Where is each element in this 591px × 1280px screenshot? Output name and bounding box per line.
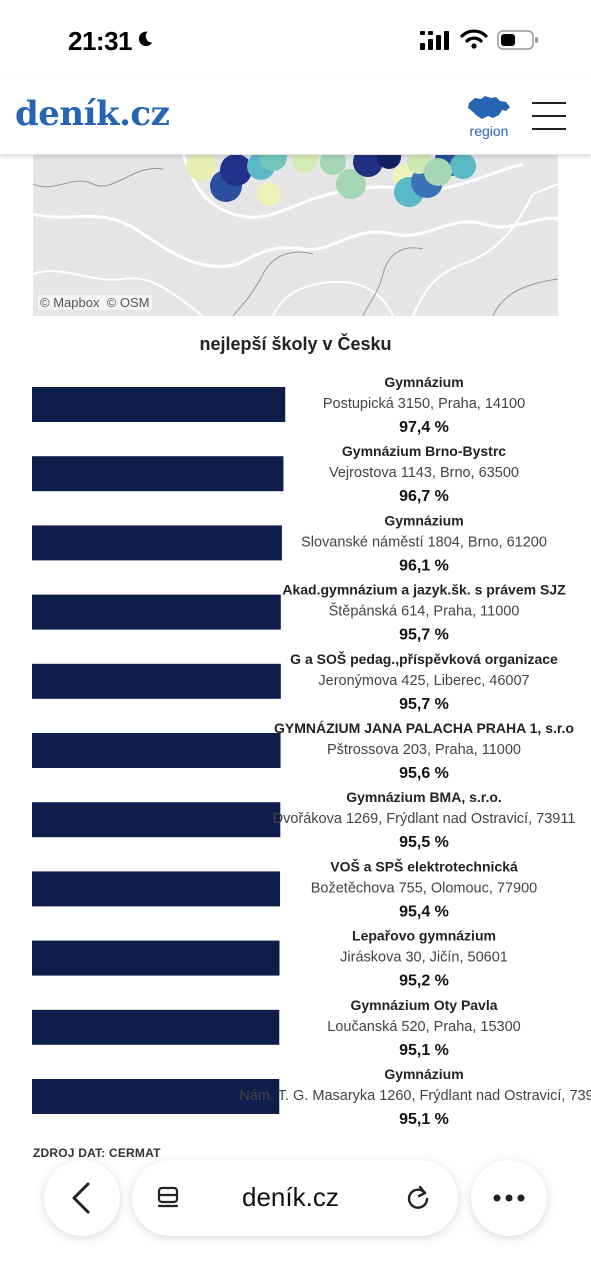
- clock: 21:31: [68, 26, 133, 56]
- school-address-label: Štěpánská 614, Praha, 11000: [329, 603, 520, 620]
- menu-line: [532, 102, 566, 104]
- value-label: 95,1 %: [399, 1111, 449, 1128]
- site-logo[interactable]: deník.cz: [15, 94, 170, 134]
- map-canvas: [33, 154, 558, 316]
- school-name-label: Lepařovo gymnázium: [352, 928, 496, 944]
- cellular-signal-icon: [420, 31, 449, 50]
- bar-8[interactable]: [32, 871, 281, 907]
- more-options-button[interactable]: [471, 1160, 547, 1236]
- value-label: 95,6 %: [399, 765, 449, 782]
- hamburger-menu-button[interactable]: [532, 102, 566, 132]
- url-text[interactable]: deník.cz: [242, 1182, 339, 1212]
- value-label: 95,2 %: [399, 973, 449, 990]
- school-address-label: Božetěchova 755, Olomouc, 77900: [311, 880, 538, 896]
- school-name-label: Gymnázium BMA, s.r.o.: [346, 789, 502, 805]
- bar-9[interactable]: [32, 940, 280, 976]
- bar-11[interactable]: [32, 1079, 280, 1114]
- school-address-label: Jiráskova 30, Jičín, 50601: [340, 950, 508, 966]
- reload-icon[interactable]: [404, 1184, 432, 1212]
- bar-5[interactable]: [32, 663, 281, 699]
- school-address-label: Dvořákova 1269, Frýdlant nad Ostravicí, …: [273, 811, 576, 827]
- battery-icon: [497, 30, 538, 50]
- bar-4[interactable]: [32, 594, 281, 630]
- map-attribution: © Mapbox © OSM: [38, 295, 152, 310]
- school-name-label: Gymnázium: [384, 512, 463, 528]
- value-label: 96,1 %: [399, 557, 449, 574]
- bar-7[interactable]: [32, 802, 281, 838]
- region-button[interactable]: region: [462, 94, 516, 142]
- chart-title: nejlepší školy v Česku: [199, 334, 392, 354]
- value-label: 95,1 %: [399, 1042, 449, 1059]
- region-label: region: [469, 123, 509, 139]
- school-name-label: GYMNÁZIUM JANA PALACHA PRAHA 1, s.r.o: [274, 720, 574, 736]
- bar-chart: Gymnázium Postupická 3150, Praha, 14100 97…: [32, 374, 591, 1128]
- school-name-label: Gymnázium: [384, 374, 463, 390]
- value-label: 97,4 %: [399, 419, 449, 436]
- bar-2[interactable]: [32, 456, 284, 492]
- data-source: ZDROJ DAT: CERMAT: [33, 1146, 161, 1160]
- school-address-label: Nám. T. G. Masaryka 1260, Frýdlant nad O…: [239, 1088, 591, 1104]
- school-name-label: Akad.gymnázium a jazyk.šk. s právem SJZ: [282, 582, 566, 598]
- value-label: 95,7 %: [399, 627, 449, 644]
- chevron-left-icon: [72, 1182, 90, 1214]
- bar-6[interactable]: [32, 733, 281, 768]
- bar-1[interactable]: [32, 387, 286, 422]
- osm-attribution[interactable]: © OSM: [106, 295, 150, 310]
- ellipsis-icon: [493, 1194, 525, 1202]
- school-address-label: Postupická 3150, Praha, 14100: [323, 396, 525, 412]
- back-button[interactable]: [44, 1160, 120, 1236]
- school-address-label: Loučanská 520, Praha, 15300: [327, 1019, 520, 1035]
- bar-10[interactable]: [32, 1009, 280, 1045]
- tabs-icon[interactable]: [154, 1184, 182, 1212]
- school-name-label: Gymnázium Brno-Bystrc: [342, 443, 506, 459]
- moon-icon: [138, 31, 153, 47]
- site-header: deník.cz region: [0, 80, 591, 155]
- menu-line: [532, 128, 566, 130]
- value-label: 95,7 %: [399, 696, 449, 713]
- school-address-label: Vejrostova 1143, Brno, 63500: [329, 465, 519, 481]
- status-bar: 21:31: [0, 0, 591, 80]
- school-address-label: Slovanské náměstí 1804, Brno, 61200: [301, 534, 547, 550]
- school-name-label: Gymnázium: [384, 1066, 463, 1082]
- value-label: 95,4 %: [399, 903, 449, 920]
- school-address-label: Pštrossova 203, Praha, 11000: [327, 742, 521, 758]
- bar-3[interactable]: [32, 525, 282, 561]
- value-label: 96,7 %: [399, 488, 449, 505]
- school-name-label: G a SOŠ pedag.,příspěvková organizace: [290, 650, 558, 667]
- czech-map-icon: [468, 96, 510, 119]
- mapbox-attribution[interactable]: © Mapbox: [40, 295, 100, 310]
- school-address-label: Jeronýmova 425, Liberec, 46007: [318, 673, 529, 689]
- wifi-icon: [460, 29, 488, 49]
- address-bar[interactable]: deník.cz: [132, 1160, 458, 1236]
- value-label: 95,5 %: [399, 834, 449, 851]
- menu-line: [532, 115, 566, 117]
- school-name-label: VOŠ a SPŠ elektrotechnická: [330, 857, 518, 874]
- schools-map[interactable]: © Mapbox © OSM: [33, 154, 558, 316]
- school-name-label: Gymnázium Oty Pavla: [350, 997, 497, 1013]
